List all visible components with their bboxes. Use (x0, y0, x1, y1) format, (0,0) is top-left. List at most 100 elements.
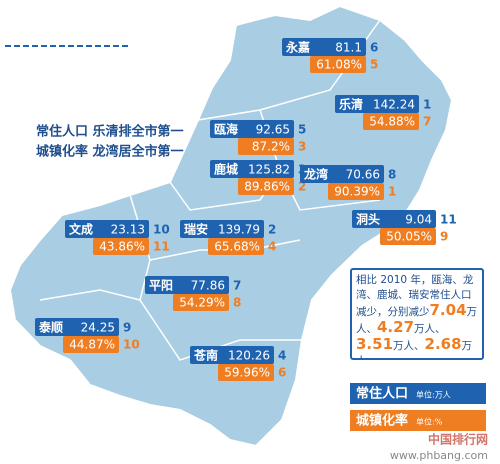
note-amount: 2.68 (424, 335, 462, 353)
population: 23.13 (111, 223, 145, 237)
note-unit: 万人 (356, 306, 478, 335)
note-unit: 万人 (414, 323, 436, 335)
district-name: 鹿城 (214, 162, 238, 177)
urbanization-box (238, 138, 294, 155)
urbanization-box (218, 364, 274, 381)
legend-label: 城镇化率 (356, 413, 408, 429)
urbanization-rank: 9 (440, 230, 448, 244)
urbanization-rank: 11 (153, 240, 170, 254)
urbanization-rank: 7 (423, 115, 431, 129)
urbanization-box (363, 113, 419, 130)
urbanization-box (310, 56, 366, 73)
note-unit: 万人 (393, 340, 415, 352)
urbanization-box (63, 336, 119, 353)
population-box (210, 160, 294, 178)
urbanization-rank: 6 (278, 366, 286, 380)
legend-label: 常住人口 (356, 386, 408, 402)
urbanization-rank: 4 (268, 240, 276, 254)
note-amount: 3.51 (356, 335, 394, 353)
population: 120.26 (228, 349, 270, 363)
note-unit: 万人 (356, 340, 473, 358)
note-intro: 相比 2010 年，瓯海、龙湾、鹿城、瑞安常住人口减少，分别减少 (356, 274, 474, 318)
population-box (190, 346, 274, 364)
urbanization-rank: 5 (370, 58, 378, 72)
urbanization: 87.2% (252, 140, 290, 154)
note: 相比 2010 年，瓯海、龙湾、鹿城、瑞安常住人口减少，分别减少7.04万人、4… (350, 268, 484, 360)
population-box (300, 165, 384, 183)
note-separator: 、 (414, 340, 425, 352)
note-separator: 、 (435, 323, 446, 335)
urbanization: 65.68% (214, 240, 260, 254)
population: 77.86 (191, 279, 225, 293)
population: 92.65 (256, 123, 290, 137)
urbanization: 59.96% (224, 366, 270, 380)
population-rank: 8 (388, 168, 396, 182)
district-name: 平阳 (149, 278, 173, 293)
urbanization: 90.39% (334, 185, 380, 199)
urbanization-box (380, 228, 436, 245)
district-name: 苍南 (193, 348, 218, 363)
note-amount: 7.04 (429, 301, 467, 319)
urbanization-rank: 3 (298, 140, 306, 154)
watermark-url: www.phbang.com (390, 449, 488, 462)
title-line: 城镇化率 龙湾居全市第一 (36, 144, 184, 160)
district-name: 泰顺 (38, 320, 63, 335)
title-line: 常住人口 乐清排全市第一 (36, 124, 184, 140)
note-amount: 4.27 (377, 318, 415, 336)
population: 125.82 (248, 163, 290, 177)
urbanization-rank: 10 (123, 338, 140, 352)
urbanization: 43.86% (99, 240, 145, 254)
population: 70.66 (346, 168, 380, 182)
urbanization: 50.05% (386, 230, 432, 244)
urbanization-rank: 8 (233, 296, 241, 310)
population: 139.79 (218, 223, 260, 237)
population-box (145, 276, 229, 294)
population-rank: 10 (153, 223, 170, 237)
population-rank: 11 (440, 213, 457, 227)
population: 142.24 (373, 98, 415, 112)
district-name: 瓯海 (214, 122, 238, 137)
population-rank: 6 (370, 41, 378, 55)
population-rank: 1 (423, 98, 431, 112)
population-box (210, 120, 294, 138)
urbanization-box (238, 178, 294, 195)
district-name: 龙湾 (304, 167, 328, 182)
district-name: 瑞安 (184, 222, 208, 237)
urbanization: 61.08% (316, 58, 362, 72)
district-name: 文成 (69, 222, 93, 237)
urbanization-box (208, 238, 264, 255)
urbanization-rank: 2 (298, 180, 306, 194)
legend-unit: 单位:% (416, 417, 443, 427)
population-box (180, 220, 264, 238)
district-name: 乐清 (339, 97, 363, 112)
population: 24.25 (81, 321, 115, 335)
population-rank: 7 (233, 279, 241, 293)
population: 81.1 (335, 41, 362, 55)
urbanization-box (93, 238, 149, 255)
urbanization-rank: 1 (388, 185, 396, 199)
legend-box (350, 383, 486, 404)
urbanization: 54.88% (369, 115, 415, 129)
urbanization: 89.86% (244, 180, 290, 194)
legend-box (350, 410, 486, 431)
district-name: 洞头 (356, 212, 380, 227)
population-rank: 5 (298, 123, 306, 137)
population-rank: 9 (123, 321, 131, 335)
population-box (352, 210, 436, 228)
legend-unit: 单位:万人 (416, 390, 451, 400)
note-separator: 、 (366, 323, 378, 335)
urbanization: 44.87% (69, 338, 115, 352)
urbanization-box (173, 294, 229, 311)
population-box (65, 220, 149, 238)
population: 9.04 (405, 213, 432, 227)
population-rank: 4 (278, 349, 286, 363)
district-name: 永嘉 (285, 40, 310, 55)
urbanization-box (328, 183, 384, 200)
population-box (282, 38, 366, 56)
population-box (35, 318, 119, 336)
population-box (335, 95, 419, 113)
urbanization: 54.29% (179, 296, 225, 310)
watermark: 中国排行网 (428, 432, 488, 447)
